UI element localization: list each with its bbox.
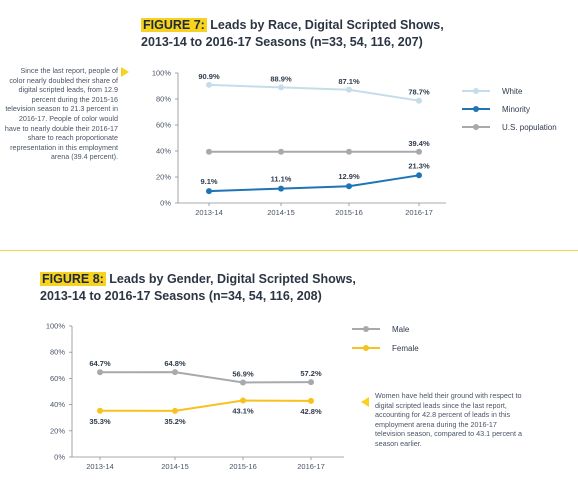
fig7-series-line-white xyxy=(208,83,420,102)
fig7-legend-marker xyxy=(473,106,479,112)
fig7-y-tick-label: 80% xyxy=(156,95,171,104)
fig7-data-label: 21.3% xyxy=(408,161,430,170)
fig7-y-tick-label: 20% xyxy=(156,173,171,182)
figure-7-title-line1: Leads by Race, Digital Scripted Shows, xyxy=(210,18,444,32)
fig8-data-point xyxy=(97,369,103,376)
fig7-data-label: 78.7% xyxy=(408,88,430,97)
fig8-data-point xyxy=(240,379,246,386)
fig7-data-label: 11.1% xyxy=(271,175,292,184)
fig7-data-point xyxy=(416,148,422,155)
fig8-data-label: 42.8% xyxy=(300,407,322,416)
fig7-legend-marker xyxy=(473,88,479,94)
fig8-legend-marker xyxy=(363,345,369,351)
fig7-data-point xyxy=(278,185,284,192)
fig7-data-label: 87.1% xyxy=(338,77,360,86)
fig8-data-label: 43.1% xyxy=(232,407,254,416)
figure-8-title-line2: 2013-14 to 2016-17 Seasons (n=34, 54, 11… xyxy=(40,289,322,303)
fig7-data-point xyxy=(416,97,422,104)
fig7-y-tick-label: 100% xyxy=(152,69,172,78)
figure-7-annotation: Since the last report, people of color n… xyxy=(4,66,118,162)
fig7-series-line-minority xyxy=(208,174,420,193)
fig7-data-point xyxy=(278,148,284,155)
fig7-data-point xyxy=(278,84,284,91)
fig8-data-label: 56.9% xyxy=(232,369,254,378)
fig8-y-tick-label: 100% xyxy=(46,322,66,331)
fig8-x-tick-label: 2015-16 xyxy=(229,462,257,471)
fig8-legend-marker xyxy=(363,326,369,332)
fig7-data-point xyxy=(206,81,212,88)
fig8-data-point xyxy=(172,369,178,376)
fig7-x-tick-label: 2015-16 xyxy=(335,208,363,217)
fig7-data-label: 90.9% xyxy=(198,72,220,81)
arrow-right-icon xyxy=(121,67,129,77)
fig8-data-point xyxy=(97,407,103,414)
fig7-data-point xyxy=(416,172,422,179)
fig7-y-tick-label: 60% xyxy=(156,121,171,130)
fig7-legend-marker xyxy=(473,124,479,130)
fig8-data-label: 64.7% xyxy=(89,359,111,368)
figure-8-annotation: Women have held their ground with respec… xyxy=(375,391,523,448)
figure-8-title-line1: Leads by Gender, Digital Scripted Shows, xyxy=(109,272,356,286)
figure-7-title: FIGURE 7: Leads by Race, Digital Scripte… xyxy=(141,17,521,51)
fig7-data-label: 9.1% xyxy=(200,177,217,186)
fig8-data-point xyxy=(308,397,314,404)
fig7-y-tick-label: 0% xyxy=(160,199,171,208)
fig7-data-point xyxy=(206,188,212,195)
fig7-legend-label: White xyxy=(502,87,523,96)
fig7-x-tick-label: 2014-15 xyxy=(267,208,295,217)
fig7-data-point xyxy=(346,86,352,93)
figure-7-title-line2: 2013-14 to 2016-17 Seasons (n=33, 54, 11… xyxy=(141,35,423,49)
fig8-data-label: 35.2% xyxy=(164,417,186,426)
fig8-x-tick-label: 2014-15 xyxy=(161,462,189,471)
fig8-series-line-female xyxy=(99,399,312,412)
fig8-data-point xyxy=(240,397,246,404)
fig7-legend-label: Minority xyxy=(502,105,530,114)
fig7-data-label: 12.9% xyxy=(338,172,360,181)
arrow-left-icon xyxy=(361,397,369,407)
fig8-data-point xyxy=(308,379,314,386)
fig8-legend-label: Female xyxy=(392,344,419,353)
fig8-data-point xyxy=(172,407,178,414)
fig7-data-label: 39.4% xyxy=(408,139,430,148)
fig7-data-point xyxy=(206,148,212,155)
fig7-data-point xyxy=(346,183,352,190)
fig8-legend-label: Male xyxy=(392,325,410,334)
fig7-x-tick-label: 2016-17 xyxy=(405,208,433,217)
fig8-y-tick-label: 60% xyxy=(50,374,65,383)
fig8-data-label: 35.3% xyxy=(89,417,111,426)
figure-8-label: FIGURE 8: xyxy=(40,272,106,286)
fig7-y-tick-label: 40% xyxy=(156,147,171,156)
figure-7-chart: 0% 20% 40% 60% 80% 100% 2013-14 2014-15 2015-16 2… xyxy=(152,69,557,218)
fig8-y-tick-label: 80% xyxy=(50,348,65,357)
fig7-legend-label: U.S. population xyxy=(502,123,557,132)
fig7-x-tick-label: 2013-14 xyxy=(195,208,223,217)
section-divider xyxy=(0,250,578,251)
fig8-y-tick-label: 0% xyxy=(54,453,65,462)
fig8-y-tick-label: 40% xyxy=(50,400,65,409)
fig8-y-tick-label: 20% xyxy=(50,426,65,435)
fig7-data-label: 88.9% xyxy=(270,74,292,83)
fig7-data-point xyxy=(346,148,352,155)
fig8-data-label: 57.2% xyxy=(300,369,322,378)
fig8-x-tick-label: 2016-17 xyxy=(297,462,325,471)
fig8-series-line-male xyxy=(99,371,312,384)
fig8-data-label: 64.8% xyxy=(164,359,186,368)
figure-7-label: FIGURE 7: xyxy=(141,18,207,32)
fig8-x-tick-label: 2013-14 xyxy=(86,462,114,471)
figure-8-title: FIGURE 8: Leads by Gender, Digital Scrip… xyxy=(40,271,440,305)
